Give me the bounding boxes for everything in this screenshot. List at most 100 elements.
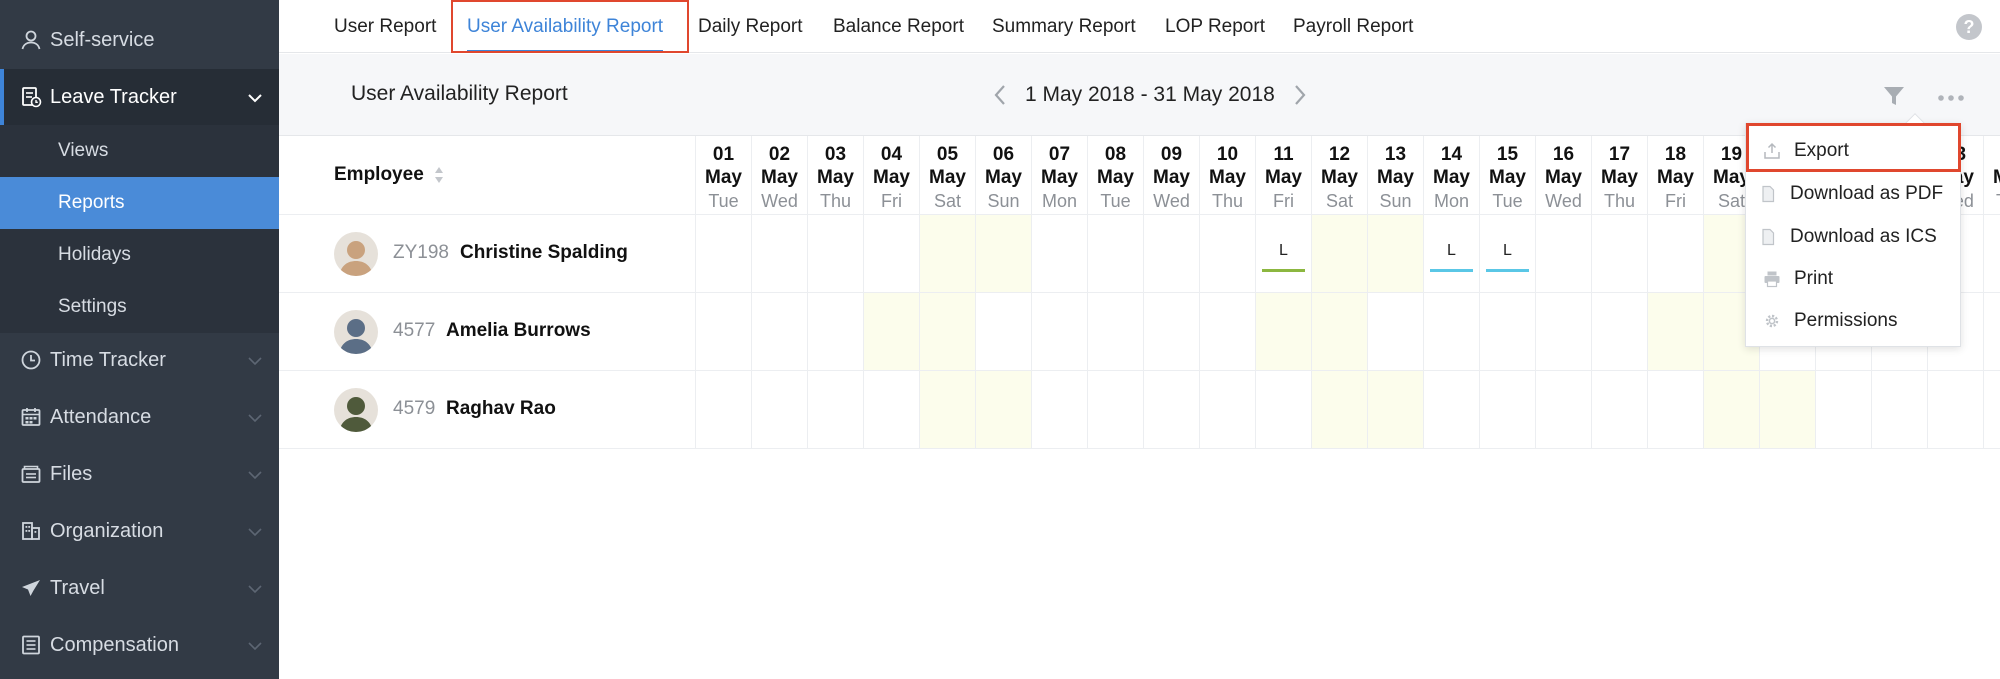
sidebar-item-time-tracker[interactable]: Time Tracker [0,333,279,387]
day-cell[interactable] [1648,215,1704,293]
employee-name[interactable]: Raghav Rao [446,398,556,419]
chevron-down-icon[interactable] [247,523,263,539]
menu-item-permissions[interactable]: Permissions [1746,301,1962,341]
day-cell[interactable] [1256,371,1312,449]
chevron-down-icon[interactable] [247,89,263,105]
day-cell[interactable] [752,371,808,449]
day-cell[interactable] [920,215,976,293]
day-cell[interactable] [1592,215,1648,293]
day-cell[interactable] [1816,371,1872,449]
day-cell[interactable] [1368,293,1424,371]
day-cell[interactable] [1536,293,1592,371]
tab-summary-report[interactable]: Summary Report [992,15,1136,37]
day-cell[interactable] [976,293,1032,371]
day-cell[interactable] [1312,371,1368,449]
day-cell[interactable] [1760,371,1816,449]
leave-marker[interactable]: L [1486,242,1529,272]
help-icon[interactable]: ? [1956,14,1982,40]
day-cell[interactable]: L [1480,215,1536,293]
filter-icon[interactable] [1882,84,1906,108]
day-cell[interactable] [1144,293,1200,371]
chevron-down-icon[interactable] [247,352,263,368]
more-options-icon[interactable] [1937,94,1965,102]
day-cell[interactable] [1984,293,2000,371]
day-cell[interactable] [1984,371,2000,449]
day-cell[interactable] [808,371,864,449]
sidebar-item-files[interactable]: Files [0,447,279,501]
day-cell[interactable] [864,293,920,371]
chevron-down-icon[interactable] [247,580,263,596]
chevron-right-icon[interactable] [1289,82,1311,108]
day-cell[interactable] [920,293,976,371]
day-cell[interactable] [1032,293,1088,371]
sidebar-item-travel[interactable]: Travel [0,561,279,615]
day-cell[interactable] [1480,293,1536,371]
tab-balance-report[interactable]: Balance Report [833,15,964,37]
day-cell[interactable]: L [1256,215,1312,293]
day-cell[interactable] [1200,215,1256,293]
day-cell[interactable] [1928,293,1984,371]
day-cell[interactable] [1144,215,1200,293]
day-cell[interactable] [1592,371,1648,449]
sidebar-subitem-reports[interactable]: Reports [0,177,279,229]
tab-lop-report[interactable]: LOP Report [1165,15,1265,37]
menu-item-download-pdf[interactable]: Download as PDF [1746,174,1962,214]
day-cell[interactable] [1480,371,1536,449]
day-cell[interactable] [1536,371,1592,449]
day-cell[interactable] [752,293,808,371]
day-cell[interactable] [1872,371,1928,449]
tab-user-report[interactable]: User Report [334,15,437,37]
employee-column-header[interactable]: Employee [334,164,444,186]
day-cell[interactable] [864,371,920,449]
day-cell[interactable] [1592,293,1648,371]
sidebar-item-organization[interactable]: Organization [0,504,279,558]
day-cell[interactable] [808,215,864,293]
day-cell[interactable] [696,215,752,293]
day-cell[interactable] [1704,371,1760,449]
day-cell[interactable] [1368,215,1424,293]
sidebar-subitem-views[interactable]: Views [0,125,279,177]
chevron-down-icon[interactable] [247,409,263,425]
sidebar-subitem-holidays[interactable]: Holidays [0,229,279,281]
menu-item-download-ics[interactable]: Download as ICS [1746,217,1962,257]
day-cell[interactable]: L [1424,215,1480,293]
sidebar-subitem-settings[interactable]: Settings [0,281,279,333]
employee-name[interactable]: Christine Spalding [460,242,628,263]
day-cell[interactable] [1088,371,1144,449]
employee-name[interactable]: Amelia Burrows [446,320,591,341]
day-cell[interactable] [1088,293,1144,371]
day-cell[interactable] [1200,371,1256,449]
day-cell[interactable] [1648,293,1704,371]
day-cell[interactable] [1424,293,1480,371]
day-cell[interactable] [1088,215,1144,293]
table-row[interactable]: ZY198 Christine Spalding [279,215,696,293]
sidebar-item-attendance[interactable]: Attendance [0,390,279,444]
sidebar-item-self-service[interactable]: Self-service [0,14,279,66]
day-cell[interactable] [808,293,864,371]
menu-item-export[interactable]: Export [1746,131,1962,171]
day-cell[interactable] [1368,371,1424,449]
chevron-left-icon[interactable] [989,82,1011,108]
table-row[interactable]: 4577 Amelia Burrows [279,293,696,371]
sidebar-item-compensation[interactable]: Compensation [0,618,279,672]
day-cell[interactable] [1032,215,1088,293]
day-cell[interactable] [1424,371,1480,449]
day-cell[interactable] [1200,293,1256,371]
day-cell[interactable] [752,215,808,293]
day-cell[interactable] [976,371,1032,449]
day-cell[interactable] [1256,293,1312,371]
day-cell[interactable] [1312,293,1368,371]
table-row[interactable]: 4579 Raghav Rao [279,371,696,449]
day-cell[interactable] [1536,215,1592,293]
leave-marker[interactable]: L [1430,242,1473,272]
day-cell[interactable] [864,215,920,293]
tab-daily-report[interactable]: Daily Report [698,15,803,37]
day-cell[interactable] [696,293,752,371]
chevron-down-icon[interactable] [247,637,263,653]
sidebar-item-leave-tracker[interactable]: Leave Tracker [0,69,279,125]
chevron-down-icon[interactable] [247,466,263,482]
day-cell[interactable] [1928,371,1984,449]
day-cell[interactable] [696,371,752,449]
day-cell[interactable] [1984,215,2000,293]
tab-payroll-report[interactable]: Payroll Report [1293,15,1414,37]
